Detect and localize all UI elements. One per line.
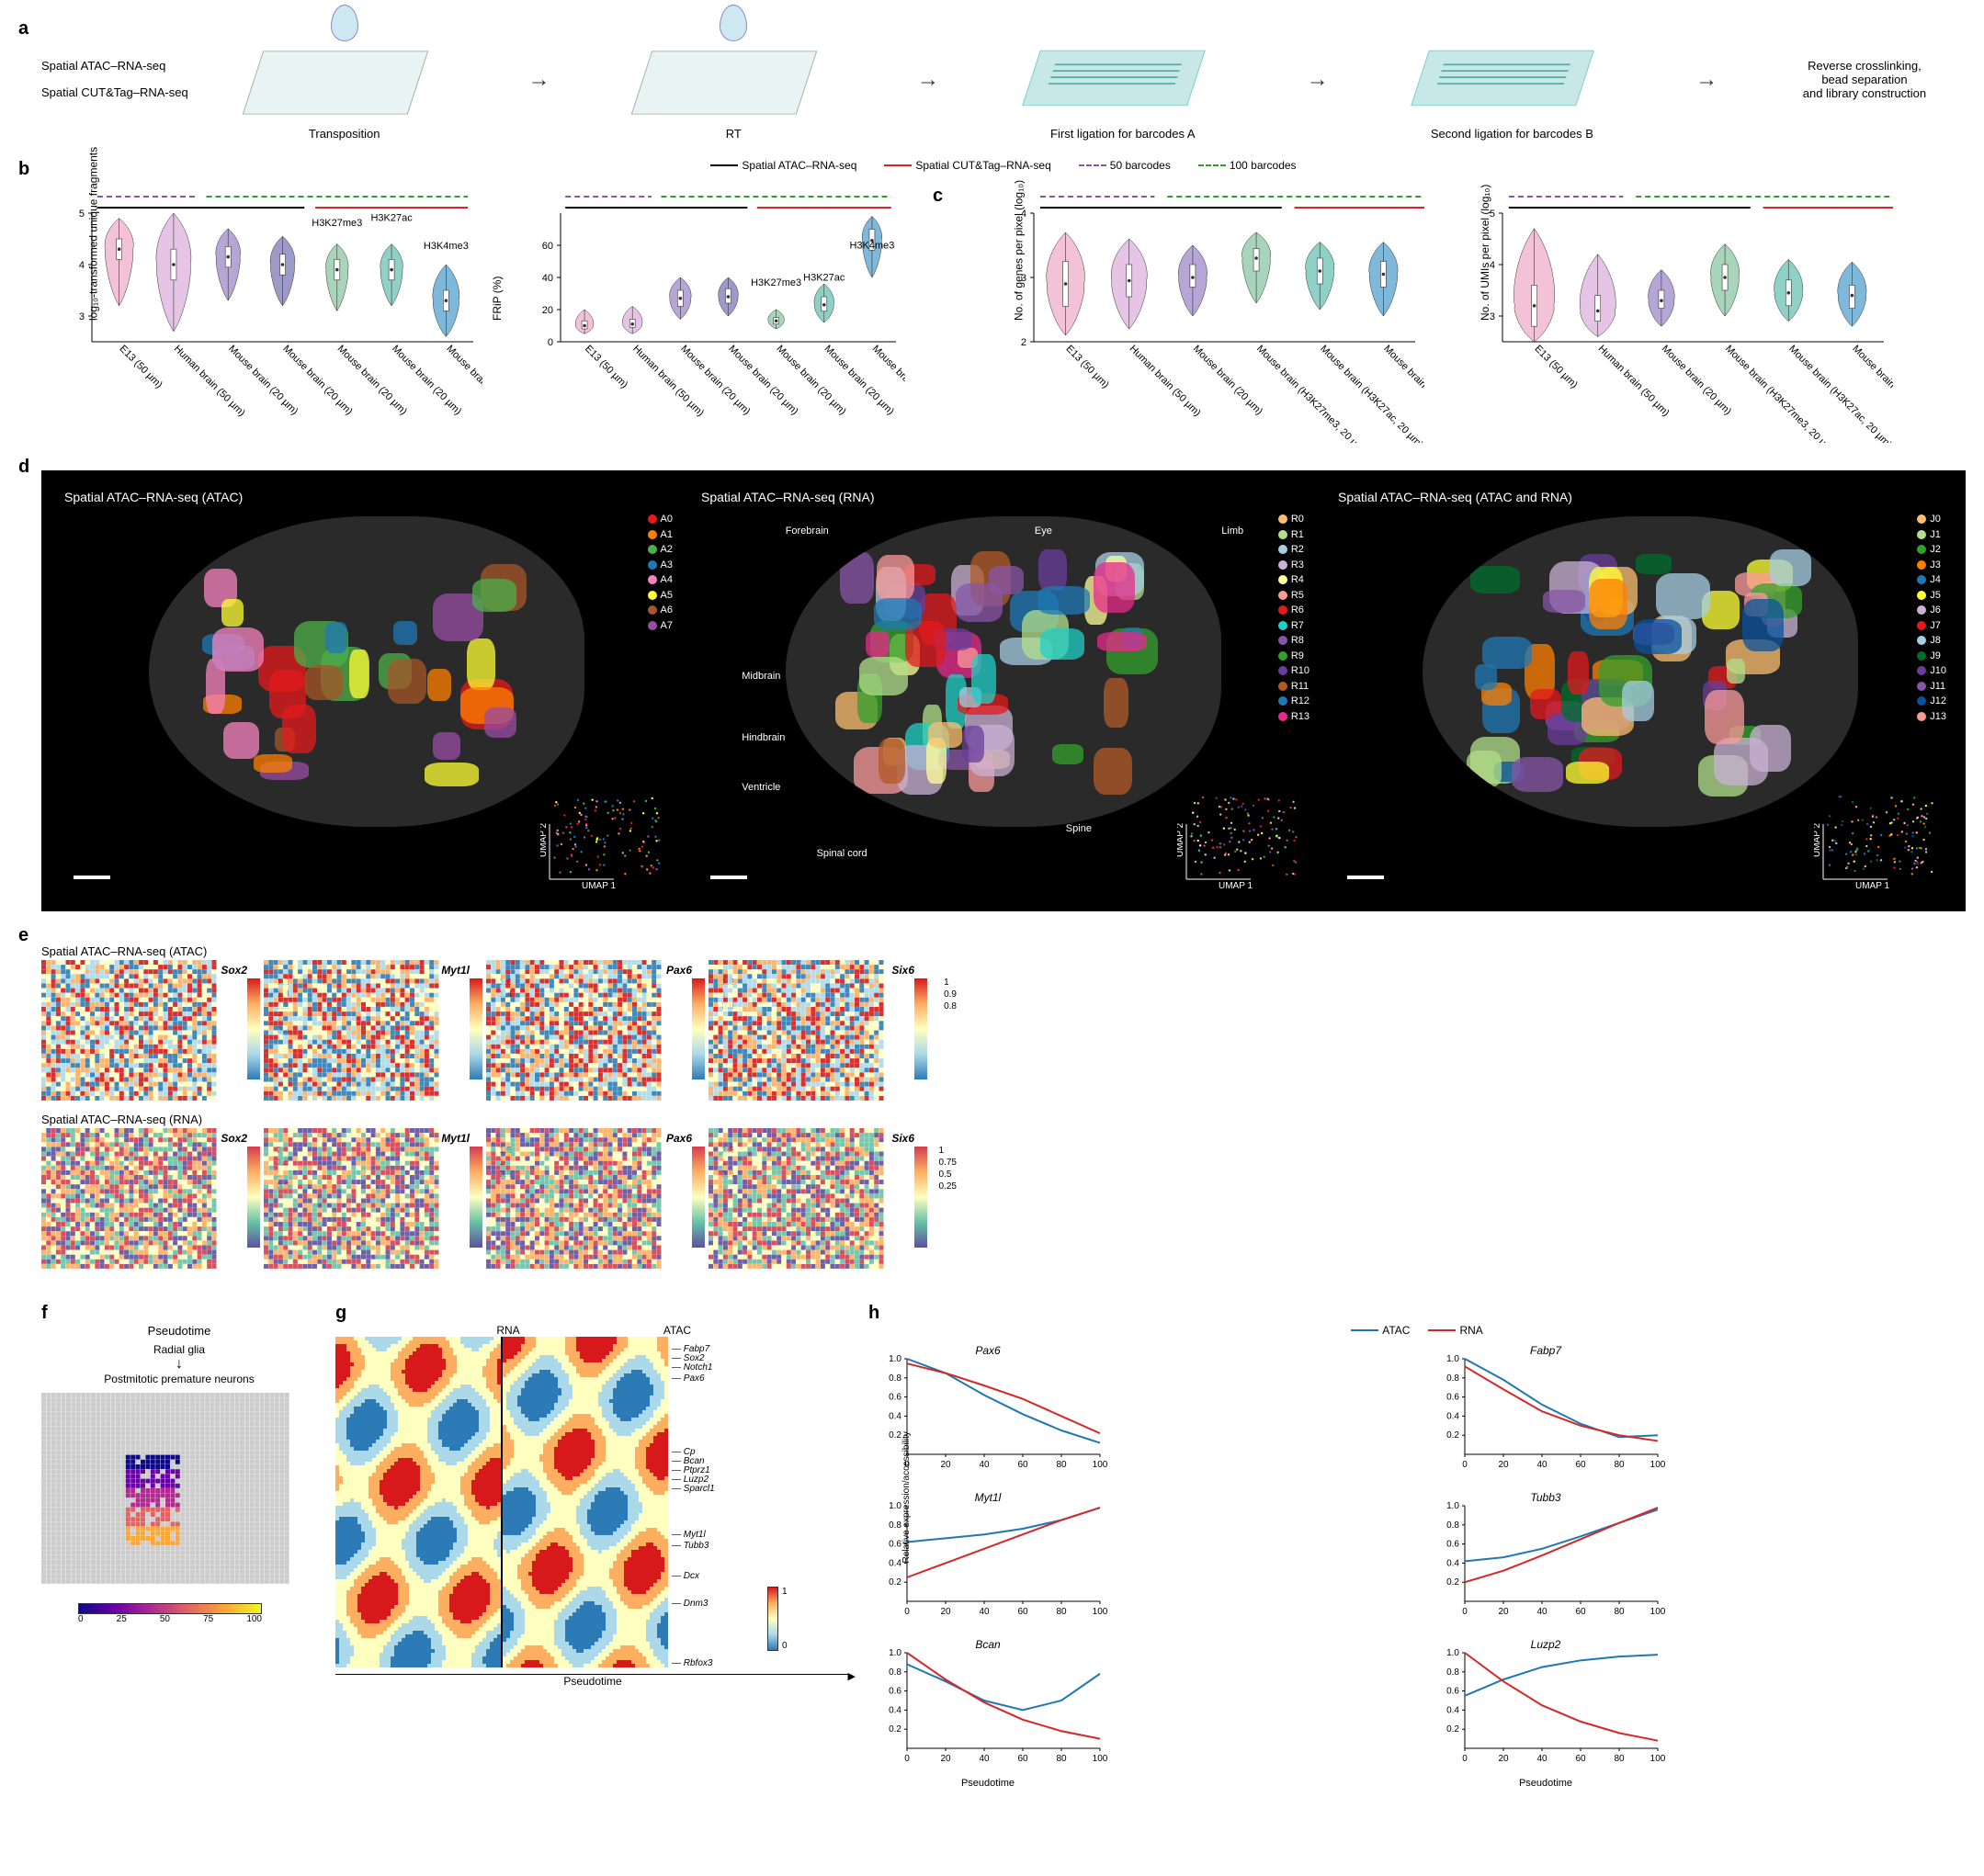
svg-text:Mouse brain (H3K27me3, 20 µm): Mouse brain (H3K27me3, 20 µm) (1254, 344, 1368, 443)
panel-d-sub: Spatial ATAC–RNA-seq (ATAC)A0A1A2A3A4A5A… (55, 484, 678, 898)
panel-f-container: Pseudotime Radial glia ↓ Postmitotic pre… (41, 1324, 317, 1624)
svg-text:3: 3 (79, 311, 85, 322)
svg-text:40: 40 (542, 273, 553, 284)
arrow-icon: → (1307, 67, 1329, 93)
panel-b-chart-frip: FRiP (%)0204060E13 (50 µm)Human brain (5… (510, 186, 905, 443)
svg-text:UMAP 2: UMAP 2 (1177, 823, 1185, 857)
panel-c-label: c (933, 186, 956, 443)
heatmap-tile: Pax61.510.5 (486, 1128, 697, 1275)
svg-text:UMAP 2: UMAP 2 (540, 823, 549, 857)
svg-text:E13 (50 µm): E13 (50 µm) (583, 344, 629, 390)
heatmap-tile: Six610.90.8 (709, 960, 920, 1107)
svg-text:H3K27me3: H3K27me3 (312, 218, 362, 229)
svg-text:H3K4me3: H3K4me3 (849, 241, 894, 252)
panel-h-label: h (868, 1303, 1966, 1324)
arrow-icon: → (917, 67, 939, 93)
svg-text:20: 20 (542, 305, 553, 316)
panel-d-label: d (18, 457, 41, 925)
legend-item: 50 barcodes (1079, 159, 1171, 172)
method-labels: Spatial ATAC–RNA-seqSpatial CUT&Tag–RNA-… (41, 53, 188, 106)
svg-text:UMAP 1: UMAP 1 (582, 881, 616, 888)
panel-d-sub: Spatial ATAC–RNA-seq (ATAC and RNA)J0J1J… (1329, 484, 1952, 898)
heatmap-tile: Myt1l1.61.4 (264, 960, 475, 1107)
legend-item: Spatial ATAC–RNA-seq (710, 159, 856, 172)
svg-text:UMAP 2: UMAP 2 (1814, 823, 1822, 857)
svg-text:H3K27ac: H3K27ac (370, 212, 413, 223)
svg-text:UMAP 1: UMAP 1 (1219, 881, 1253, 888)
line-chart: 0.20.40.60.81.0020406080100Luzp2Pseudoti… (1426, 1636, 1665, 1774)
svg-text:H3K27ac: H3K27ac (803, 273, 845, 284)
scale-bar (710, 876, 747, 879)
line-chart: 0.20.40.60.81.0020406080100Myt1lRelative… (868, 1489, 1107, 1627)
svg-text:60: 60 (542, 241, 553, 252)
panel-h-container: ATACRNA0.20.40.60.81.0020406080100Pax60.… (868, 1324, 1966, 1774)
heatmap-tile: Pax61.210.8 (486, 960, 697, 1107)
arrow-icon: → (527, 67, 550, 93)
svg-text:Human brain (50 µm): Human brain (50 µm) (1596, 344, 1672, 419)
svg-text:Mouse brain (20 µm): Mouse brain (20 µm) (1191, 344, 1264, 417)
svg-text:4: 4 (79, 260, 85, 271)
svg-text:0: 0 (548, 337, 553, 348)
svg-text:E13 (50 µm): E13 (50 µm) (1532, 344, 1579, 390)
panel-c-chart-genes: No. of genes per pixel (log₁₀)234E13 (50… (983, 186, 1424, 443)
panel-d-sub: Spatial ATAC–RNA-seq (RNA)R0R1R2R3R4R5R6… (692, 484, 1315, 898)
svg-text:H3K27me3: H3K27me3 (751, 277, 801, 288)
panel-b-chart-fragments: log₁₀-transformed unique fragments345E13… (41, 186, 482, 443)
svg-text:E13 (50 µm): E13 (50 µm) (1063, 344, 1110, 390)
panel-g-label: g (335, 1303, 850, 1324)
arrow-down-icon: ↓ (41, 1356, 317, 1373)
panel-b-label: b (18, 159, 41, 180)
scale-bar (74, 876, 110, 879)
panel-f-label: f (41, 1303, 317, 1324)
scale-bar (1347, 876, 1384, 879)
svg-text:UMAP 1: UMAP 1 (1855, 881, 1889, 888)
legend-bc: Spatial ATAC–RNA-seq Spatial CUT&Tag–RNA-… (41, 159, 1966, 172)
panel-e-container: Spatial ATAC–RNA-seq (ATAC)Sox21.61.41.2… (41, 939, 1966, 1275)
legend-item: 100 barcodes (1198, 159, 1297, 172)
svg-text:Mouse brain (H3K27me3, 20 µm): Mouse brain (H3K27me3, 20 µm) (1723, 344, 1837, 443)
panel-e-label: e (18, 925, 41, 1289)
svg-text:Mouse brain (20 µm): Mouse brain (20 µm) (1660, 344, 1733, 417)
line-chart: 0.20.40.60.81.0020406080100Tubb3 (1426, 1489, 1665, 1627)
line-chart: 0.20.40.60.81.0020406080100BcanPseudotim… (868, 1636, 1107, 1774)
panel-a-label: a (18, 18, 41, 159)
heatmap-tile: Myt1l1.510.5 (264, 1128, 475, 1275)
heatmap-tile: Sox221.510.5 (41, 1128, 253, 1275)
heatmap-tile: Six610.750.50.25 (709, 1128, 920, 1275)
svg-text:E13 (50 µm): E13 (50 µm) (118, 344, 164, 390)
final-step-text: Reverse crosslinking, bead separation an… (1803, 59, 1926, 100)
panel-d-container: Spatial ATAC–RNA-seq (ATAC)A0A1A2A3A4A5A… (41, 470, 1966, 911)
svg-text:5: 5 (79, 209, 85, 220)
heatmap-tile: Sox21.61.41.210.8 (41, 960, 253, 1107)
svg-text:H3K4me3: H3K4me3 (424, 241, 469, 252)
svg-text:Human brain (50 µm): Human brain (50 µm) (1128, 344, 1203, 419)
line-chart: 0.20.40.60.81.0020406080100Fabp7 (1426, 1342, 1665, 1480)
panel-g-container: RNAATAC— Fabp7— Sox2— Notch1— Pax6— Cp— … (335, 1324, 850, 1688)
legend-item: Spatial CUT&Tag–RNA-seq (884, 159, 1050, 172)
svg-text:2: 2 (1021, 337, 1026, 348)
arrow-icon: → (1695, 67, 1718, 93)
panel-c-chart-umis: No. of UMIs per pixel (log₁₀)345E13 (50 … (1452, 186, 1893, 443)
